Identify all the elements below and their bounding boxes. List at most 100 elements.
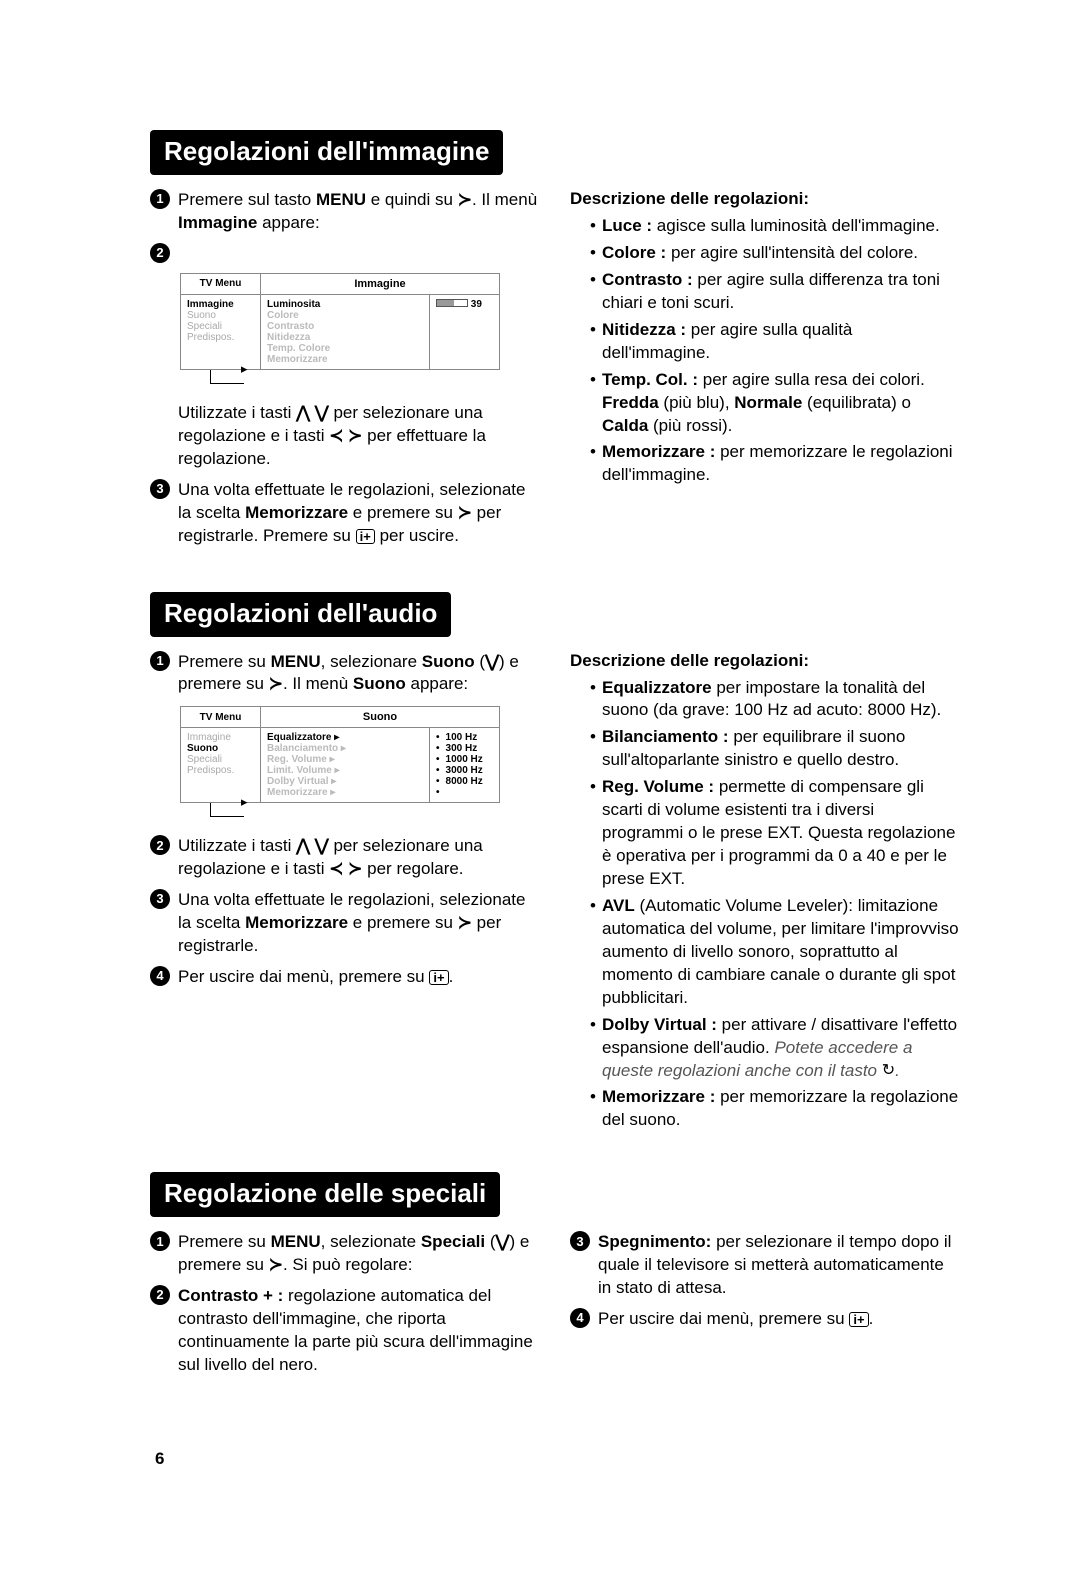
- slider-value: 39: [471, 299, 482, 310]
- t: 3000 Hz: [446, 765, 483, 776]
- audio-desc-list: Equalizzatore per impostare la tonalità …: [570, 677, 960, 1133]
- info-icon: i+: [849, 1312, 868, 1327]
- mem-label: Memorizzare: [245, 503, 348, 522]
- label: Reg. Volume :: [602, 777, 714, 796]
- menu-items: Equalizzatore ▸ Balanciamento ▸ Reg. Vol…: [261, 728, 430, 803]
- right-chevron-icon: ≻: [458, 913, 472, 932]
- t: per agire sull'intensità del colore.: [666, 243, 918, 262]
- page-number: 6: [155, 1449, 164, 1469]
- desc-head: Descrizione delle regolazioni:: [570, 651, 960, 671]
- right-chevron-icon: ≻: [269, 1255, 283, 1274]
- t: Utilizzate i tasti: [178, 403, 296, 422]
- list-item: Reg. Volume : permette di compensare gli…: [590, 776, 960, 891]
- t: Una volta effettuate le regolazioni, sel…: [178, 889, 540, 958]
- t: agisce sulla luminosità dell'immagine.: [652, 216, 940, 235]
- title-image: Regolazioni dell'immagine: [150, 130, 503, 175]
- list-item: Memorizzare : per memorizzare la regolaz…: [590, 1086, 960, 1132]
- image-cols: 1 Premere sul tasto MENU e quindi su ≻. …: [150, 189, 960, 556]
- item: Contrasto: [267, 321, 423, 332]
- t: 300 Hz: [446, 743, 478, 754]
- bullet-1-icon: 1: [150, 651, 170, 671]
- t: Per uscire dai menù, premere su i+.: [178, 966, 540, 989]
- leftright-chevron-icon: ≺ ≻: [329, 426, 362, 445]
- label: Spegnimento:: [598, 1232, 711, 1251]
- updown-chevron-icon: ⋀ ⋁: [296, 836, 329, 855]
- info-icon: i+: [429, 970, 448, 985]
- item: Nitidezza: [267, 332, 423, 343]
- freq: •300 Hz: [436, 743, 493, 754]
- t: e premere su: [348, 503, 458, 522]
- t: Per uscire dai menù, premere su i+.: [598, 1308, 960, 1331]
- right-chevron-icon: ≻: [458, 190, 472, 209]
- section-image: Regolazioni dell'immagine 1 Premere sul …: [150, 130, 960, 556]
- menu-label: MENU: [316, 190, 366, 209]
- label: Memorizzare :: [602, 1087, 715, 1106]
- menu-items: Luminosita Colore Contrasto Nitidezza Te…: [261, 294, 430, 369]
- t: (: [475, 652, 485, 671]
- t: , selezionate: [321, 1232, 421, 1251]
- speciali-label: Speciali: [421, 1232, 485, 1251]
- label: Temp. Col. :: [602, 370, 698, 389]
- bullet-2-icon: 2: [150, 1285, 170, 1305]
- label: Luce :: [602, 216, 652, 235]
- audio-left: 1 Premere su MENU, selezionare Suono (⋁)…: [150, 651, 540, 1137]
- right-chevron-icon: ≻: [458, 503, 472, 522]
- sidebar-item: Speciali: [187, 754, 254, 765]
- slider-icon: [436, 299, 468, 310]
- menu-value-cell: 39: [430, 294, 500, 369]
- sidebar-item: Predispos.: [187, 765, 254, 776]
- menu-header-left: TV Menu: [181, 273, 261, 294]
- down-chevron-icon: ⋁: [496, 1232, 510, 1251]
- label: Normale: [734, 393, 802, 412]
- t: Per uscire dai menù, premere su: [178, 967, 429, 986]
- t: Premere su: [178, 1232, 271, 1251]
- menu-arrow-icon: [210, 370, 244, 384]
- t: Premere su: [178, 652, 271, 671]
- item: Dolby Virtual ▸: [267, 776, 423, 787]
- t: per regolare.: [362, 859, 463, 878]
- label: Nitidezza :: [602, 320, 686, 339]
- t: Premere su MENU, selezionare Suono (⋁) e…: [178, 651, 540, 697]
- freq: •: [436, 787, 493, 798]
- menu-label: MENU: [271, 1232, 321, 1251]
- freq-col: •100 Hz •300 Hz •1000 Hz •3000 Hz •8000 …: [430, 728, 500, 803]
- list-item: Memorizzare : per memorizzare le regolaz…: [590, 441, 960, 487]
- t: . Il menù: [472, 190, 537, 209]
- freq: •1000 Hz: [436, 754, 493, 765]
- audio-cols: 1 Premere su MENU, selezionare Suono (⋁)…: [150, 651, 960, 1137]
- bullet-1-icon: 1: [150, 189, 170, 209]
- audio-step3: 3 Una volta effettuate le regolazioni, s…: [150, 889, 540, 958]
- label: Memorizzare :: [602, 442, 715, 461]
- t: Premere su MENU, selezionate Speciali (⋁…: [178, 1231, 540, 1277]
- mem-label: Memorizzare: [245, 913, 348, 932]
- special-step1: 1 Premere su MENU, selezionate Speciali …: [150, 1231, 540, 1277]
- item: Balanciamento ▸: [267, 743, 423, 754]
- sidebar-active: Suono: [187, 743, 254, 754]
- item: Limit. Volume ▸: [267, 765, 423, 776]
- menu-sidebar: Immagine Suono Speciali Predispos.: [181, 728, 261, 803]
- audio-right: Descrizione delle regolazioni: Equalizza…: [570, 651, 960, 1137]
- immagine-label: Immagine: [178, 213, 257, 232]
- list-item: Equalizzatore per impostare la tonalità …: [590, 677, 960, 723]
- item-active: Luminosita: [267, 299, 423, 310]
- label: Equalizzatore: [602, 678, 712, 697]
- desc-head: Descrizione delle regolazioni:: [570, 189, 960, 209]
- t: Utilizzate i tasti ⋀ ⋁ per selezionare u…: [178, 402, 540, 471]
- t: .: [895, 1061, 900, 1080]
- t: 100 Hz: [446, 732, 478, 743]
- bullet-3-icon: 3: [150, 889, 170, 909]
- audio-menu-diagram: TV Menu Suono Immagine Suono Speciali Pr…: [180, 706, 500, 821]
- freq: •100 Hz: [436, 732, 493, 743]
- title-audio: Regolazioni dell'audio: [150, 592, 451, 637]
- special-right: 3 Spegnimento: per selezionare il tempo …: [570, 1231, 960, 1385]
- page: Regolazioni dell'immagine 1 Premere sul …: [0, 0, 1080, 1481]
- t: (equilibrata) o: [802, 393, 911, 412]
- t: .: [869, 1309, 874, 1328]
- t: per uscire.: [375, 526, 459, 545]
- t: 8000 Hz: [446, 776, 483, 787]
- menu-header-right: Suono: [261, 707, 500, 728]
- list-item: Bilanciamento : per equilibrare il suono…: [590, 726, 960, 772]
- t: Utilizzate i tasti: [178, 836, 296, 855]
- image-left: 1 Premere sul tasto MENU e quindi su ≻. …: [150, 189, 540, 556]
- surround-icon: ↻: [882, 1060, 895, 1082]
